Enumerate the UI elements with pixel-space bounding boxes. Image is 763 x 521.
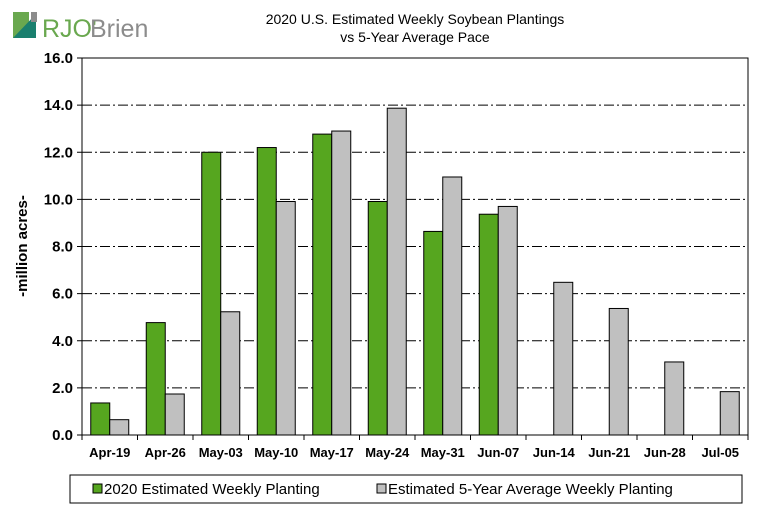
bar-5yr-avg: [664, 361, 685, 436]
x-tick-label: Jun-14: [533, 445, 576, 460]
x-tick-label: Jun-07: [477, 445, 519, 460]
legend-label-5yr: Estimated 5-Year Average Weekly Planting: [388, 481, 673, 498]
bar-2020: [312, 133, 333, 436]
legend-swatch-2020: [92, 483, 103, 494]
legend-box: [69, 474, 743, 504]
logo-text-rjo: RJO': [42, 15, 97, 43]
y-tick-label: 2.0: [52, 380, 73, 397]
x-tick-label: Apr-19: [89, 445, 130, 460]
y-tick-label: 14.0: [44, 97, 73, 114]
y-tick-label: 8.0: [52, 239, 73, 256]
x-tick-label: Apr-26: [145, 445, 186, 460]
bar-5yr-avg: [497, 205, 518, 436]
y-tick-label: 10.0: [44, 191, 73, 208]
bar-2020: [256, 147, 277, 436]
bar-5yr-avg: [386, 107, 407, 436]
bar-5yr-avg: [553, 281, 574, 436]
x-tick-label: Jun-28: [644, 445, 686, 460]
bar-2020: [423, 230, 444, 436]
legend-label-2020: 2020 Estimated Weekly Planting: [104, 481, 320, 498]
x-tick-label: May-10: [254, 445, 298, 460]
bar-5yr-avg: [275, 200, 296, 436]
logo: RJO' Brien: [13, 12, 148, 43]
bar-2020: [367, 200, 388, 436]
y-tick-label: 12.0: [44, 144, 73, 161]
y-axis-label: -million acres-: [14, 195, 31, 297]
bar-5yr-avg: [164, 393, 185, 436]
legend: 2020 Estimated Weekly Planting Estimated…: [69, 474, 743, 504]
bar-5yr-avg: [109, 419, 130, 436]
bar-2020: [201, 151, 222, 436]
bar-2020: [478, 213, 499, 436]
bar-5yr-avg: [220, 311, 241, 436]
bar-5yr-avg: [442, 176, 463, 436]
bar-2020: [90, 402, 111, 436]
x-tick-label: May-24: [365, 445, 410, 460]
y-tick-label: 4.0: [52, 333, 73, 350]
x-tick-label: Jul-05: [701, 445, 739, 460]
logo-mark-teal: [13, 14, 36, 38]
y-tick-label: 6.0: [52, 286, 73, 303]
chart-title-line1: 2020 U.S. Estimated Weekly Soybean Plant…: [266, 11, 565, 27]
logo-mark-gray: [31, 12, 37, 22]
bar-2020: [145, 322, 166, 436]
x-tick-label: Jun-21: [588, 445, 630, 460]
legend-swatch-5yr: [376, 483, 387, 494]
x-tick-label: May-17: [310, 445, 354, 460]
y-tick-label: 16.0: [44, 50, 73, 67]
logo-text-brien: Brien: [90, 15, 148, 43]
bar-5yr-avg: [719, 391, 740, 436]
chart-title-line2: vs 5-Year Average Pace: [340, 29, 490, 45]
x-tick-label: May-03: [199, 445, 243, 460]
bar-5yr-avg: [608, 307, 629, 436]
bar-5yr-avg: [331, 130, 352, 436]
y-tick-label: 0.0: [52, 427, 73, 444]
x-tick-label: May-31: [421, 445, 465, 460]
